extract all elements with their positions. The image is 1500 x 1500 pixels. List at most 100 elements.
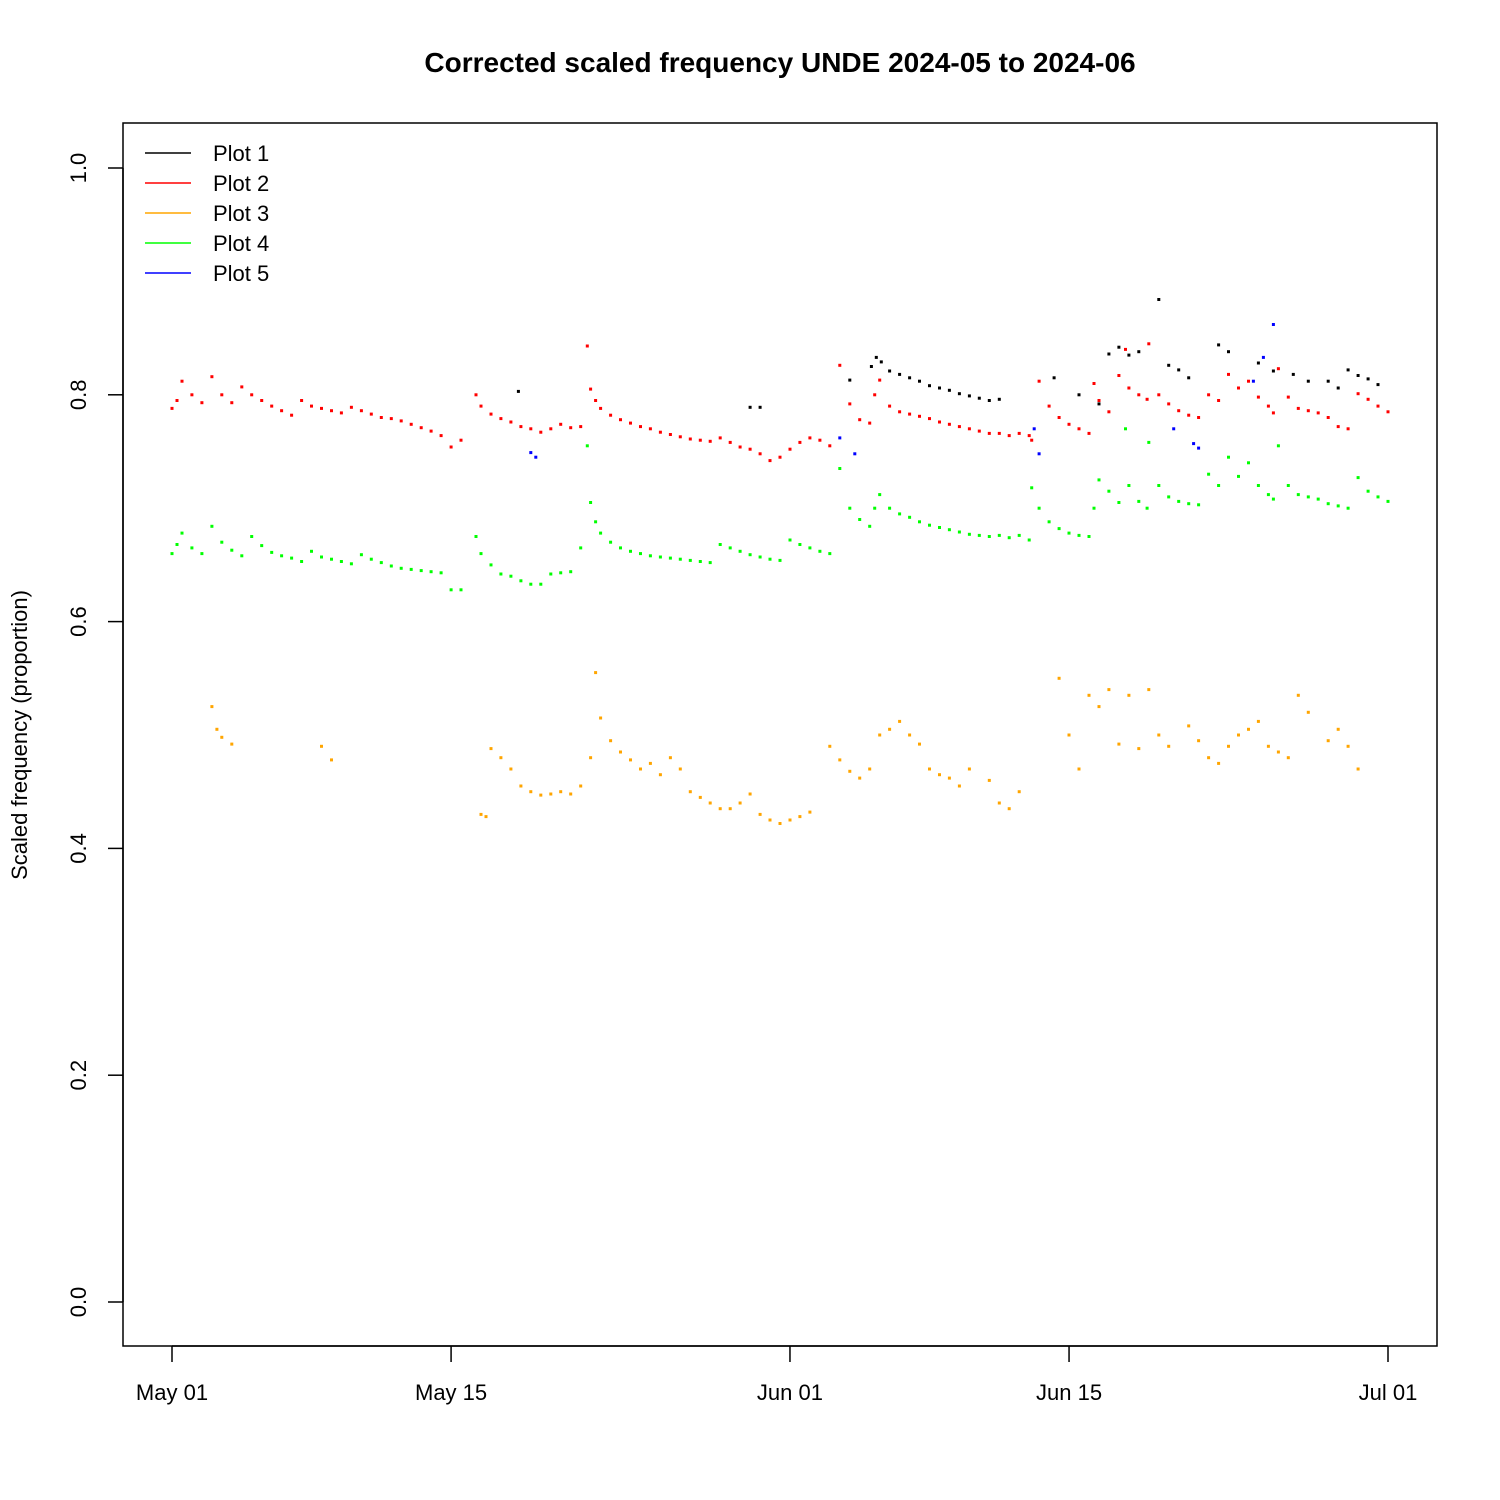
data-point	[175, 543, 179, 546]
data-point	[1256, 395, 1260, 399]
x-tick-label: May 15	[415, 1380, 487, 1405]
data-point	[718, 436, 722, 440]
data-point	[290, 413, 294, 417]
data-point	[1306, 409, 1310, 413]
data-point	[668, 433, 672, 436]
data-point	[758, 812, 762, 816]
data-point	[439, 571, 443, 575]
data-point	[873, 506, 877, 510]
data-point	[330, 409, 333, 413]
data-point	[888, 727, 892, 731]
data-point	[399, 566, 403, 570]
legend: Plot 1 Plot 2 Plot 3 Plot 4 Plot 5	[145, 141, 269, 286]
y-tick-label: 1.0	[66, 153, 91, 184]
data-point	[1227, 744, 1230, 748]
data-point	[1207, 472, 1211, 476]
data-point	[220, 735, 224, 739]
data-point	[868, 524, 872, 528]
data-point	[349, 405, 353, 409]
data-point	[419, 426, 423, 430]
data-point	[977, 396, 981, 400]
data-point	[688, 437, 692, 441]
data-point	[619, 418, 622, 422]
data-point	[1157, 733, 1161, 737]
data-point	[474, 535, 478, 538]
data-point	[1366, 489, 1370, 493]
data-point	[1336, 727, 1340, 731]
data-point	[928, 523, 931, 527]
data-point	[1256, 361, 1260, 365]
data-point	[1286, 484, 1290, 487]
data-point	[798, 543, 802, 546]
data-point	[419, 569, 423, 573]
data-point	[967, 394, 971, 398]
data-point	[399, 419, 403, 423]
data-point	[678, 435, 682, 439]
data-point	[260, 544, 264, 548]
data-point	[1187, 376, 1191, 380]
data-point	[808, 810, 812, 814]
data-point	[1356, 392, 1360, 396]
data-point	[738, 445, 742, 449]
data-point	[240, 385, 244, 389]
data-point	[230, 742, 234, 746]
y-tick-label: 0.0	[66, 1287, 91, 1318]
data-point	[1197, 446, 1201, 450]
data-point	[967, 767, 971, 771]
data-point	[648, 554, 652, 558]
data-point	[1336, 386, 1340, 390]
data-point	[1087, 693, 1091, 697]
data-point	[210, 375, 214, 379]
data-point	[788, 538, 792, 542]
data-point	[1032, 427, 1036, 431]
data-point	[190, 393, 194, 397]
data-point	[359, 409, 363, 413]
data-point	[1177, 368, 1181, 372]
legend-label: Plot 5	[213, 261, 269, 286]
data-point	[898, 372, 902, 376]
data-point	[708, 801, 712, 805]
data-point	[1087, 431, 1091, 435]
data-point	[210, 524, 214, 528]
data-point	[549, 572, 553, 576]
data-point	[310, 549, 313, 553]
data-point	[389, 564, 393, 568]
data-point	[738, 549, 742, 553]
data-point	[848, 378, 852, 382]
data-point	[499, 417, 503, 421]
data-point	[569, 570, 573, 574]
data-point	[1271, 369, 1275, 373]
data-point	[1247, 379, 1250, 383]
data-point	[1172, 427, 1176, 431]
data-point	[947, 422, 951, 426]
data-point	[957, 530, 961, 534]
data-point	[1147, 688, 1151, 692]
data-point	[1127, 693, 1131, 697]
data-point	[1316, 411, 1320, 415]
data-point	[858, 418, 862, 422]
data-point	[1316, 497, 1320, 501]
data-point	[938, 526, 941, 529]
data-point	[1117, 742, 1121, 746]
data-point	[1237, 733, 1240, 737]
data-point	[838, 363, 842, 367]
data-point	[359, 553, 363, 557]
data-point	[758, 405, 762, 409]
data-point	[818, 549, 822, 553]
data-point	[240, 554, 244, 558]
data-point	[648, 761, 652, 765]
data-point	[180, 379, 184, 383]
data-point	[878, 378, 882, 382]
data-point	[629, 421, 632, 425]
data-point	[908, 412, 912, 416]
data-point	[1027, 434, 1031, 438]
data-point	[1017, 431, 1021, 435]
data-point	[868, 421, 872, 425]
data-point	[1376, 404, 1380, 408]
data-point	[1271, 323, 1275, 326]
data-point	[878, 493, 882, 497]
data-point	[708, 439, 712, 443]
data-point	[688, 790, 692, 794]
data-point	[1336, 504, 1340, 508]
data-point	[1017, 533, 1021, 537]
